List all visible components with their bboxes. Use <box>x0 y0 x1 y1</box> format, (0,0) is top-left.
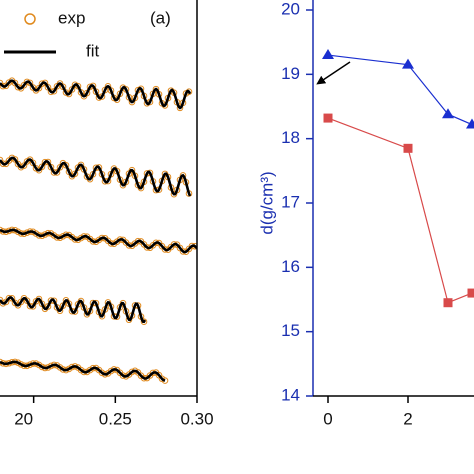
panel-label: (a) <box>150 8 171 27</box>
exp-point <box>104 83 112 90</box>
y-tick-label: 19 <box>281 64 300 83</box>
marker <box>402 58 414 69</box>
fit-curve <box>0 79 192 110</box>
marker <box>323 113 333 123</box>
x-tick-label: 20 <box>14 409 33 428</box>
marker <box>466 118 474 129</box>
exp-point <box>128 166 136 174</box>
exp-point <box>20 162 28 169</box>
exp-point <box>0 296 4 304</box>
exp-point <box>0 156 4 164</box>
fit-curve <box>0 296 147 324</box>
left-panel <box>0 77 197 384</box>
exp-point <box>11 156 19 163</box>
y-tick-label: 16 <box>281 257 300 276</box>
exp-point <box>23 297 31 304</box>
exp-point <box>35 84 43 92</box>
x-tick-label: 0 <box>323 409 332 428</box>
y-tick-label: 17 <box>281 192 300 211</box>
fit-curve <box>0 156 192 197</box>
fit-curve <box>0 228 197 254</box>
y-tick-label: 18 <box>281 128 300 147</box>
right-plot <box>322 49 474 308</box>
legend-label: fit <box>86 41 100 60</box>
exp-point <box>56 307 64 315</box>
exp-point <box>29 159 37 167</box>
y-tick-label: 14 <box>281 385 300 404</box>
legend-marker <box>24 13 36 25</box>
exp-point <box>179 172 187 179</box>
marker <box>403 143 413 153</box>
series-line <box>327 117 473 304</box>
y-tick-label: 20 <box>281 0 300 18</box>
marker <box>442 108 454 119</box>
fit-curve <box>0 360 166 382</box>
x-tick-label: 0.25 <box>99 409 132 428</box>
marker <box>443 298 453 308</box>
legend-label: exp <box>58 8 85 27</box>
exp-point <box>77 297 85 305</box>
arrow <box>316 61 351 85</box>
exp-point <box>140 318 148 325</box>
exp-point <box>38 163 46 171</box>
exp-point <box>98 312 106 320</box>
exp-point <box>44 84 52 91</box>
marker <box>322 49 334 60</box>
exp-point <box>119 299 127 307</box>
y-axis-label: d(g/cm³) <box>257 171 276 234</box>
x-tick-label: 0.30 <box>180 409 213 428</box>
series-line <box>327 54 473 126</box>
exp-point <box>152 85 160 93</box>
exp-point <box>104 299 112 306</box>
y-tick-label: 15 <box>281 321 300 340</box>
x-tick-label: 2 <box>403 409 412 428</box>
right-panel: 14 15 16 17 18 19 20 0 2 <box>281 0 413 428</box>
marker <box>467 288 474 298</box>
exp-point <box>176 104 184 112</box>
